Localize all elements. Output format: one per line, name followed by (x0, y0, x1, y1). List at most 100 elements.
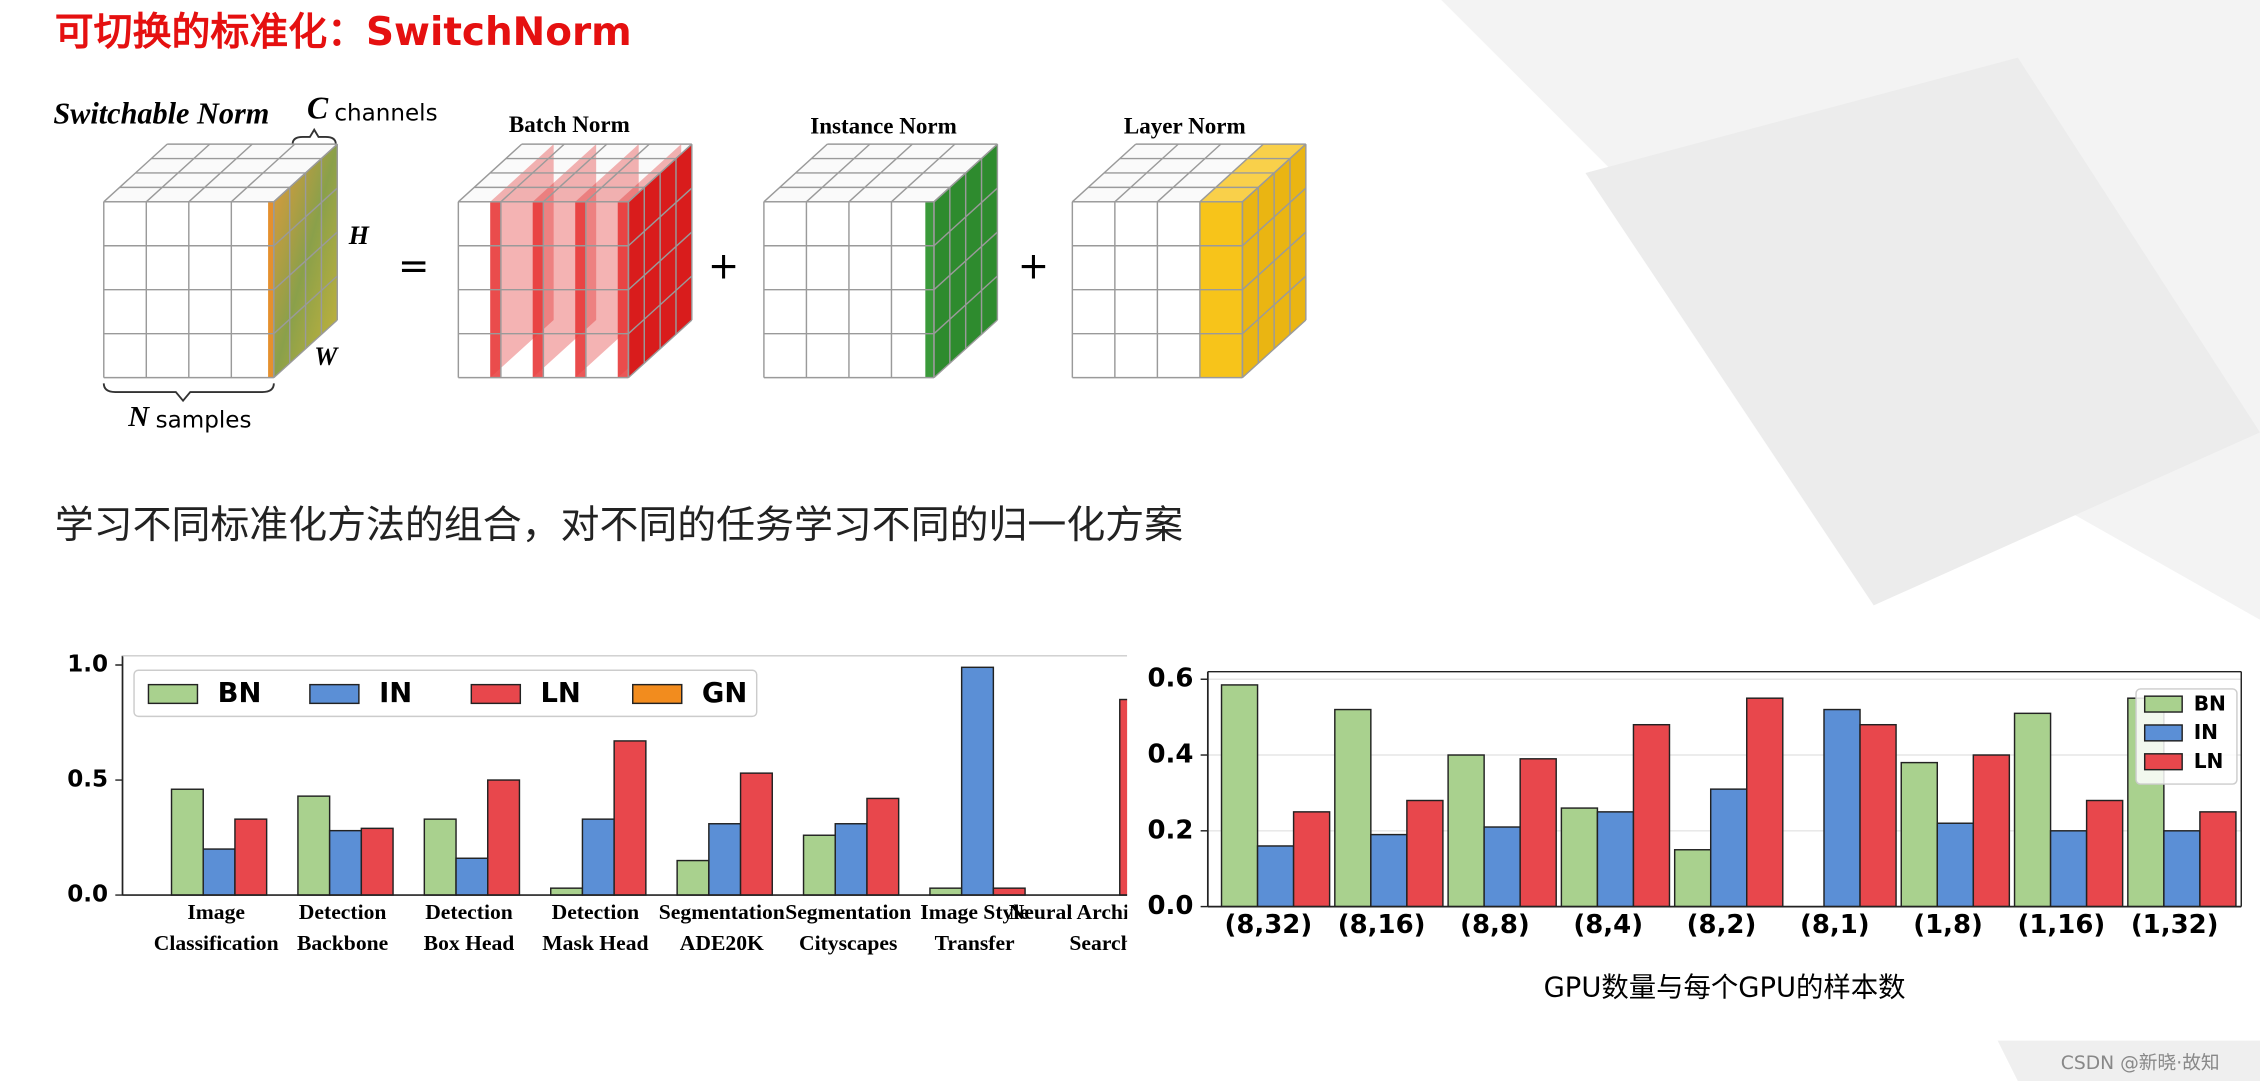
cube-edge (273, 231, 338, 291)
bar (802, 834, 836, 896)
bar (960, 666, 995, 896)
operator: = (398, 244, 429, 288)
legend-label: BN (218, 678, 262, 709)
x-tick-label: Segmentation ADE20K (659, 900, 785, 955)
label: samples (156, 407, 252, 433)
bar (455, 857, 489, 896)
x-tick-label: Image Classification (154, 900, 279, 955)
bar (676, 859, 710, 896)
y-tick-label: 0.0 (67, 882, 108, 908)
bar (708, 823, 742, 896)
x-tick-label: Segmentation Cityscapes (785, 900, 911, 955)
x-tick-label: Detection Mask Head (542, 900, 648, 955)
cube-edge (933, 143, 998, 203)
y-tick-label: 0.2 (1147, 815, 1193, 845)
chart: 0.0 0.2 0.4 0.6 (8,32) (8,16) (8,8) (8,4) (8,2) (… (1147, 664, 2242, 1003)
cube-edge (627, 319, 693, 379)
bar (234, 818, 268, 896)
cube-edge (273, 319, 338, 379)
bar (2049, 830, 2088, 908)
slide-title: 可切换的标准化：SwitchNorm (55, 10, 632, 55)
bar (1256, 845, 1295, 908)
x-tick-label: (1,16) (2018, 910, 2106, 940)
bar (170, 788, 204, 896)
cube-edge (1241, 319, 1307, 379)
legend-label: LN (2194, 749, 2224, 773)
cube-edge (273, 143, 338, 203)
bar (2199, 811, 2237, 908)
cube-edge (627, 143, 693, 203)
cube-edge (933, 319, 998, 379)
legend-label: LN (540, 678, 580, 709)
legend-box (133, 669, 758, 718)
x-tick-label: (8,8) (1460, 910, 1530, 940)
diagram: Switchable Norm C channels H W N samples… (53, 90, 1307, 433)
x-tick-label: Image Style Transfer (920, 900, 1029, 955)
bar (1859, 723, 1897, 908)
x-tick-label: (8,2) (1687, 910, 1757, 940)
symbol: W (314, 342, 339, 371)
legend-label: GN (702, 678, 747, 709)
brace (291, 127, 337, 145)
legend-swatch (2143, 695, 2183, 713)
bar (1447, 754, 1485, 908)
y-tick-label: 0.4 (1147, 740, 1193, 770)
bar (992, 887, 1026, 896)
bar (1334, 708, 1372, 908)
bar (834, 823, 868, 896)
bar (1220, 684, 1259, 908)
bg-shape (1585, 57, 2260, 606)
legend-swatch (2143, 753, 2183, 771)
y-tick-label: 0.5 (67, 767, 108, 793)
bar (1292, 811, 1331, 908)
y-tick-label: 0.6 (1147, 664, 1193, 694)
symbol: C (307, 90, 329, 125)
x-tick-label: Neural Architecture Search (1009, 900, 1194, 955)
bar (1596, 811, 1635, 908)
y-tick-label: 1.0 (67, 652, 108, 678)
bar (929, 887, 963, 896)
bar (423, 818, 457, 896)
legend-label: IN (2194, 720, 2218, 744)
operator: + (708, 244, 739, 288)
bar (1632, 723, 1671, 908)
label: Switchable Norm (53, 97, 269, 131)
cube-edge (627, 231, 693, 291)
cube-edge (230, 143, 296, 203)
cube (103, 143, 338, 379)
x-tick-label: (8,16) (1338, 910, 1426, 940)
bar (613, 740, 647, 896)
legend-swatch (147, 683, 199, 705)
bar (550, 887, 584, 896)
bar (1900, 761, 1939, 908)
cube-edge (585, 143, 650, 203)
symbol: H (348, 221, 370, 250)
x-tick-label: Detection Box Head (424, 900, 515, 955)
bar (1483, 826, 1521, 908)
cube (763, 143, 999, 379)
bar (1560, 807, 1599, 908)
symbol: N (127, 401, 150, 433)
bar (487, 779, 521, 896)
cube-edge (1199, 143, 1264, 203)
label: Batch Norm (509, 111, 630, 137)
bar (360, 827, 394, 896)
bar (739, 772, 773, 896)
operator: + (1018, 244, 1049, 288)
bar (1673, 849, 1712, 908)
legend-swatch (309, 683, 360, 705)
cube-edge (933, 275, 998, 335)
bar (1936, 822, 1975, 908)
legend-swatch (470, 683, 522, 705)
cube-edge (1241, 275, 1307, 335)
bar (2085, 799, 2124, 908)
x-tick-label: Detection Backbone (297, 900, 389, 955)
legend-swatch (2143, 724, 2183, 742)
bar (297, 795, 331, 896)
bar (1972, 754, 2011, 908)
chart: 0.0 0.5 1.0 Image Classification Detection Bac… (67, 652, 1194, 955)
legend-swatch (632, 683, 683, 705)
bar (1519, 758, 1557, 908)
